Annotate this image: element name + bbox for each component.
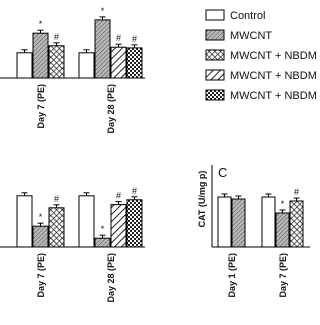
bar bbox=[275, 212, 290, 248]
significance-mark: * bbox=[101, 224, 105, 234]
bar bbox=[261, 196, 276, 248]
bar bbox=[48, 45, 65, 79]
legend-label: Control bbox=[230, 10, 265, 22]
legend-label: MWCNT bbox=[230, 30, 272, 42]
significance-mark: * bbox=[39, 19, 43, 29]
bar bbox=[16, 195, 33, 248]
bar bbox=[94, 237, 111, 248]
panels: * # Day 7 (PE) * # # Day 28 (PE) * # Day 7 (PE) * #… bbox=[0, 6, 317, 303]
bar bbox=[32, 225, 49, 248]
legend-swatch bbox=[205, 69, 225, 81]
significance-mark: * bbox=[101, 6, 105, 16]
legend-swatch bbox=[205, 49, 225, 61]
bar bbox=[48, 207, 65, 248]
significance-mark: # bbox=[132, 186, 137, 196]
bar bbox=[289, 200, 304, 248]
legend-swatch bbox=[205, 89, 225, 101]
x-tick-label: Day 7 (PE) bbox=[36, 253, 46, 298]
bar bbox=[78, 52, 95, 79]
significance-mark: # bbox=[132, 34, 137, 44]
legend-label: MWCNT + NBDM bbox=[230, 90, 317, 102]
significance-mark: * bbox=[39, 212, 43, 222]
bar bbox=[217, 196, 232, 248]
significance-mark: # bbox=[54, 32, 59, 42]
significance-mark: # bbox=[294, 187, 299, 197]
legend-swatch bbox=[205, 29, 225, 41]
legend-label: MWCNT + NBDM bbox=[230, 50, 317, 62]
bar bbox=[126, 199, 143, 248]
x-tick-label: Day 7 (PE) bbox=[278, 253, 288, 298]
significance-mark: # bbox=[54, 194, 59, 204]
bar bbox=[110, 204, 127, 248]
bar bbox=[231, 198, 246, 248]
bar bbox=[16, 52, 33, 79]
bar bbox=[94, 19, 111, 79]
legend-swatch bbox=[205, 9, 225, 21]
significance-mark: # bbox=[116, 33, 121, 43]
x-tick-label: Day 28 (PE) bbox=[106, 84, 116, 134]
x-tick-label: Day 1 (PE) bbox=[227, 253, 237, 298]
x-tick-label: Day 7 (PE) bbox=[36, 84, 46, 129]
significance-mark: # bbox=[116, 191, 121, 201]
panel-title: C bbox=[218, 165, 227, 180]
bar bbox=[78, 195, 95, 248]
bar bbox=[110, 46, 127, 79]
legend-label: MWCNT + NBDM bbox=[230, 70, 317, 82]
bar bbox=[126, 47, 143, 79]
x-tick-label: Day 28 (PE) bbox=[106, 253, 116, 303]
bar bbox=[32, 32, 49, 79]
y-axis-label: CAT (U/mg p) bbox=[197, 171, 207, 228]
significance-mark: * bbox=[281, 199, 285, 209]
